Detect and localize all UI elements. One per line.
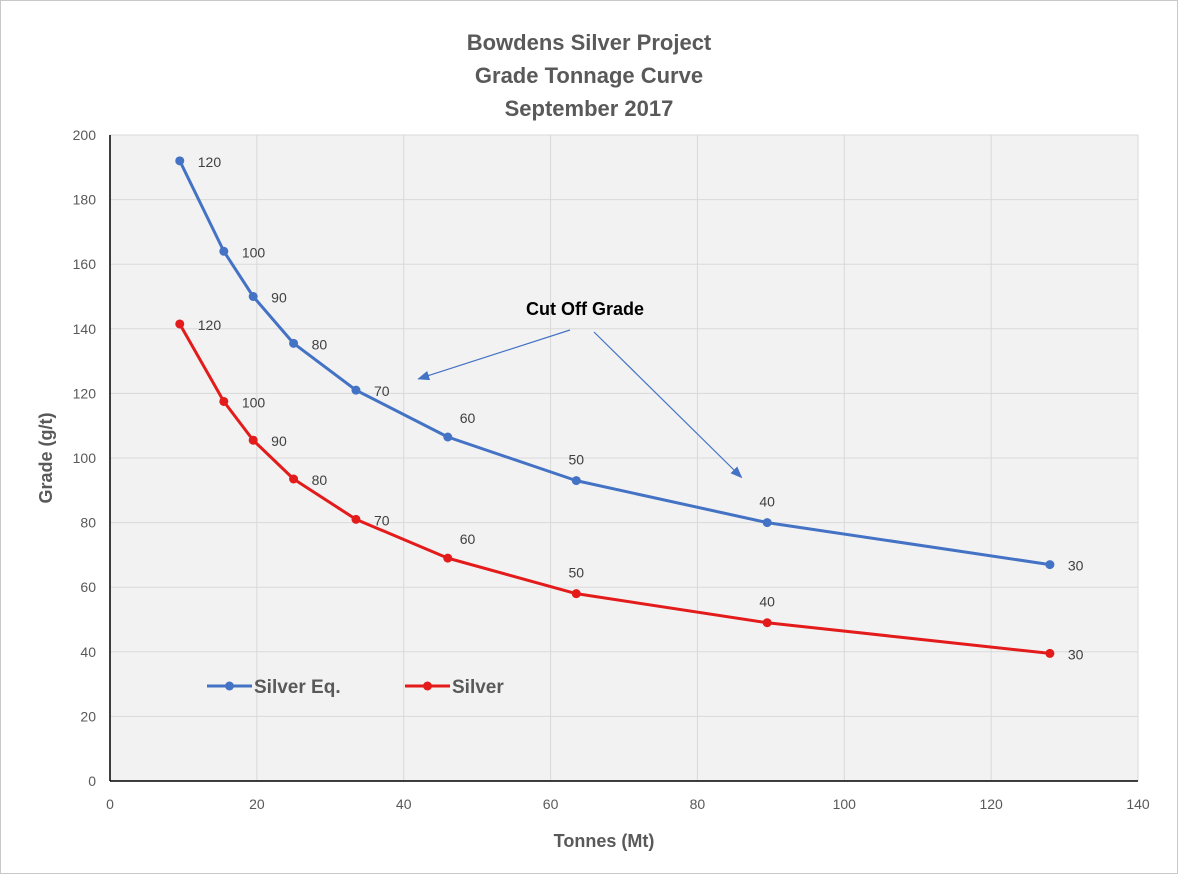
y-tick-label: 0 [88,773,96,789]
cutoff-point-label: 30 [1068,558,1084,574]
cutoff-point-label: 70 [374,512,390,528]
data-point [762,518,772,528]
x-tick-label: 60 [543,796,559,812]
annotation-group: Cut Off Grade [417,299,743,479]
x-tick-label: 0 [106,796,114,812]
cutoff-point-label: 120 [198,317,222,333]
data-point [248,292,258,301]
x-tick-label: 80 [690,796,706,812]
cutoff-point-label: 100 [242,394,266,410]
x-tick-label: 120 [979,796,1003,812]
chart-title-line-3: September 2017 [504,96,674,121]
annotation-cut-off-grade: Cut Off Grade [526,299,644,319]
y-tick-label: 200 [73,127,97,143]
cutoff-point-label: 50 [568,565,584,581]
cutoff-point-label: 90 [271,290,287,306]
data-point [175,156,185,166]
chart-title-line-1: Bowdens Silver Project [466,30,712,55]
data-point [571,589,581,599]
cutoff-point-label: 60 [460,410,476,426]
data-point [1045,560,1055,570]
y-tick-label: 20 [80,708,96,724]
axes: 0 20 40 60 80 100 120 140 0 20 40 60 80 100 120 140 160 1… [36,127,1150,851]
y-tick-label: 100 [73,450,97,466]
data-point [1045,648,1055,658]
legend-swatch-point [423,681,432,691]
data-point [219,246,229,256]
y-tick-label: 160 [73,256,97,272]
cutoff-point-label: 40 [759,494,775,510]
data-point [351,514,361,524]
cutoff-point-label: 80 [312,336,328,352]
annotation-arrow [417,329,571,381]
y-tick-label: 120 [73,385,97,401]
cutoff-point-label: 80 [312,472,328,488]
y-tick-label: 180 [73,192,97,208]
cutoff-point-label: 70 [374,383,390,399]
x-tick-label: 140 [1126,796,1150,812]
legend: Silver Eq. Silver [207,677,504,698]
x-tick-label: 20 [249,796,265,812]
y-tick-label: 140 [73,321,97,337]
y-tick-label: 60 [80,579,96,595]
cutoff-point-label: 120 [198,154,222,170]
x-axis-title: Tonnes (Mt) [554,831,655,851]
cutoff-point-label: 90 [271,433,287,449]
legend-swatch-point [225,681,234,691]
chart-title-line-2: Grade Tonnage Curve [474,63,704,88]
data-point [248,435,258,445]
data-point [175,319,185,329]
cutoff-point-label: 30 [1068,646,1084,662]
data-point [219,396,229,406]
cutoff-point-label: 50 [568,452,584,468]
y-tick-label: 40 [80,644,96,660]
data-point [351,385,361,395]
data-point [443,553,453,563]
data-point [289,474,299,484]
legend-label: Silver Eq. [254,677,341,698]
annotation-arrow [593,331,743,479]
legend-label: Silver [452,677,504,698]
data-point [443,432,453,442]
data-point [571,476,581,486]
x-tick-label: 40 [396,796,412,812]
y-axis-title: Grade (g/t) [36,412,56,503]
x-tick-label: 100 [833,796,857,812]
series-group: 120 100 90 80 70 60 50 40 30 120 100 90 80 70 60 50 40 30 [175,154,1084,662]
data-point [289,338,299,348]
data-point [762,618,772,628]
cutoff-point-label: 100 [242,244,266,260]
cutoff-point-label: 40 [759,594,775,610]
cutoff-point-label: 60 [460,531,476,547]
y-tick-label: 80 [80,515,96,531]
